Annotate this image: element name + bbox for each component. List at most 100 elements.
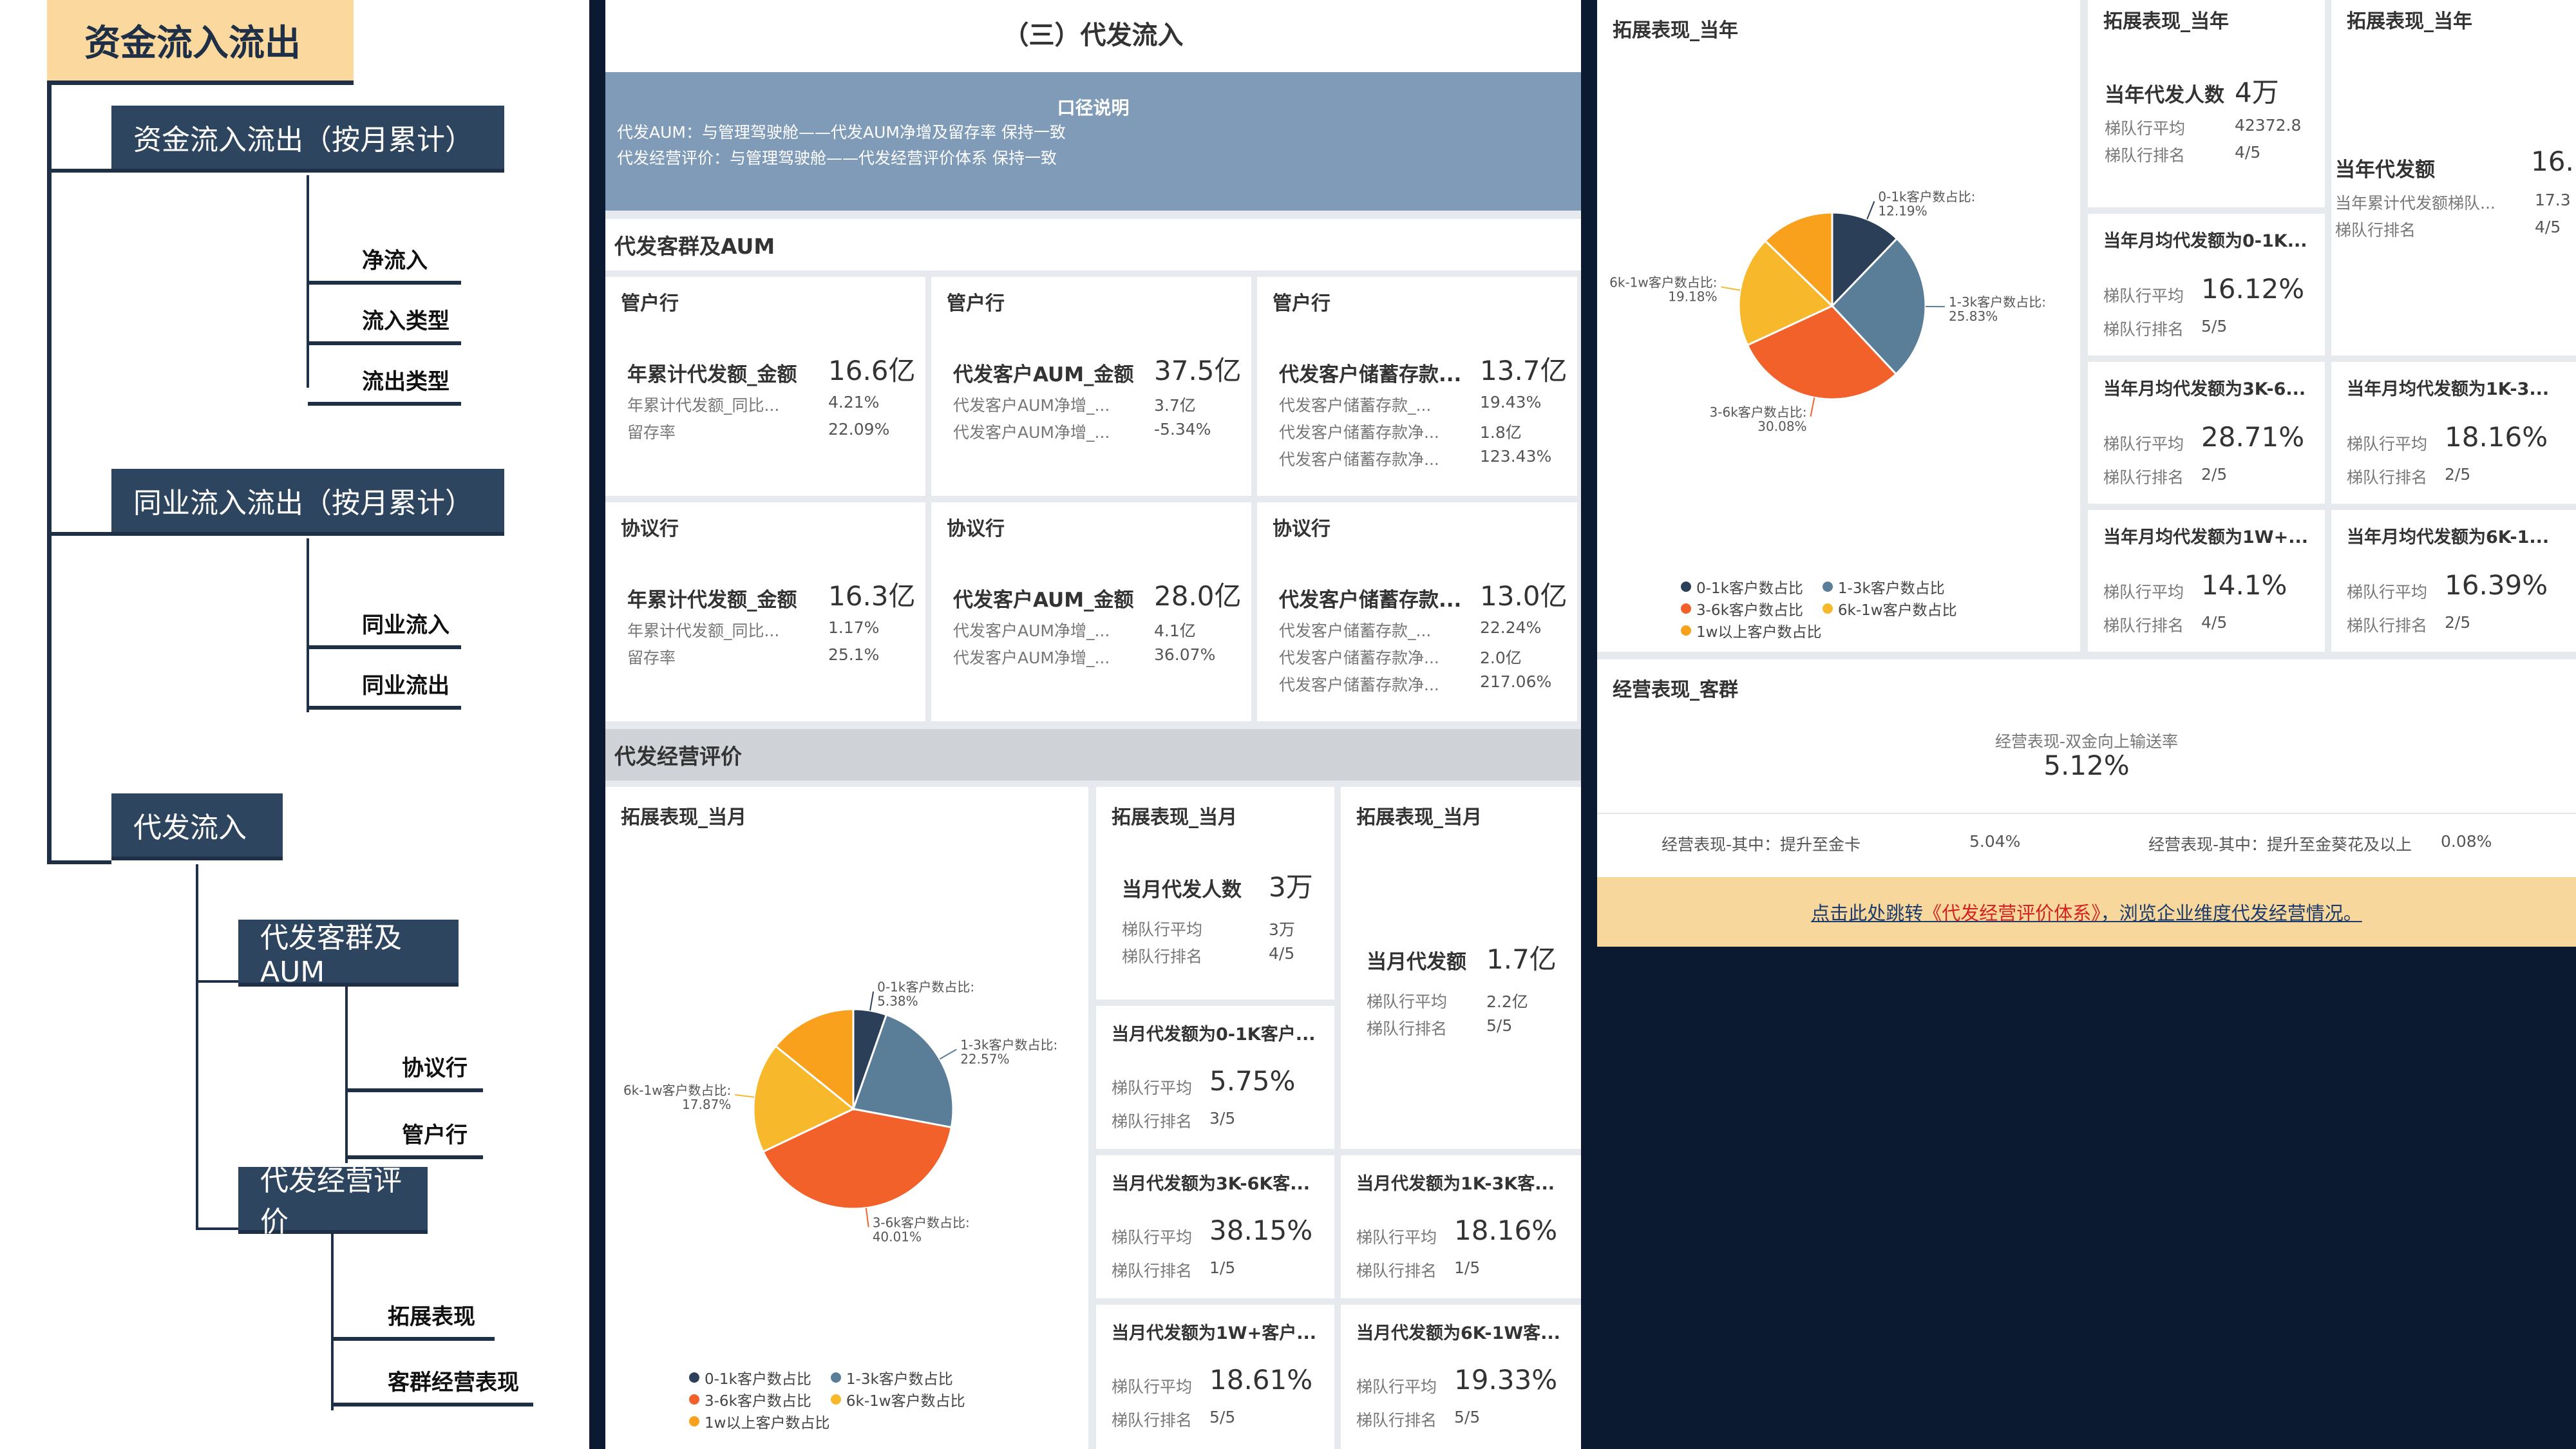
pie-slice[interactable] (1763, 211, 1833, 308)
pie-slice[interactable] (752, 1045, 855, 1153)
tree-node-payroll-aum[interactable]: 代发客群及AUM (238, 920, 459, 989)
avg-value: 42372.8 (2235, 116, 2302, 135)
tree-leaf-custodian-bank[interactable]: 管户行 (348, 1110, 483, 1159)
tree-leaf-customer-ops[interactable]: 客群经营表现 (334, 1358, 533, 1406)
aum-card: 管户行 代发客户AUM_金额 37.5亿 代发客户AUM净增_... 3.7亿 代发客户A… (931, 277, 1251, 496)
card-title: 当月代发额为1W+客户... (1112, 1323, 1316, 1343)
legend-dot (830, 1372, 841, 1383)
avg-label: 梯队行平均 (2103, 435, 2184, 453)
tree-connector (196, 980, 238, 983)
sub-metric-label: 年累计代发额_同比... (627, 621, 780, 640)
avg-label: 梯队行平均 (1112, 1079, 1193, 1097)
card-title: 经营表现_客群 (1613, 679, 1738, 701)
pie-data-label: 1-3k客户数占比: 22.57% (960, 1037, 1057, 1066)
card-title: 拓展表现_当年 (2347, 10, 2472, 33)
legend-item[interactable]: 6k-1w客户数占比 (830, 1388, 965, 1410)
pie-data-label: 3-6k客户数占比: 30.08% (1710, 404, 1807, 434)
metric-value: 18.61% (1209, 1364, 1313, 1396)
card-title: 当年月均代发额为1K-3... (2347, 379, 2550, 399)
sub-metric-value: 217.06% (1480, 672, 1552, 691)
tree-leaf-outflow-type[interactable]: 流出类型 (308, 357, 461, 406)
jump-link[interactable]: 点击此处跳转《代发经营评价体系》，浏览企业维度代发经营情况。 (1811, 898, 2362, 925)
sub-metric-value: 2.0亿 (1480, 649, 1522, 667)
pie-label-leader (1721, 286, 1741, 291)
legend-item[interactable]: 1-3k客户数占比 (1822, 576, 1945, 598)
legend-item[interactable]: 1-3k客户数占比 (830, 1367, 953, 1388)
metric-value: 18.16% (2445, 421, 2548, 453)
card-title: 管户行 (947, 292, 1005, 315)
tree-node-flow-monthly[interactable]: 资金流入流出（按月累计） (111, 106, 504, 173)
month-pie-legend: 0-1k客户数占比 1-3k客户数占比 3-6k客户数占比 6k-1w客户数占比 1… (689, 1367, 1050, 1432)
metric-value: 28.71% (2201, 421, 2305, 453)
card-title: 当年月均代发额为6K-1... (2347, 527, 2550, 547)
tree-connector (47, 532, 111, 536)
legend-item[interactable]: 6k-1w客户数占比 (1822, 598, 1957, 620)
rank-value: 5/5 (2201, 317, 2228, 336)
legend-item[interactable]: 3-6k客户数占比 (1681, 598, 1803, 620)
legend-item[interactable]: 1w以上客户数占比 (1681, 620, 1821, 641)
sub-metric-label: 代发客户储蓄存款_... (1279, 396, 1432, 415)
tree-node-payroll-inflow[interactable]: 代发流入 (111, 793, 283, 860)
small-metric-card: 当年月均代发额为3K-6... 梯队行平均 28.71% 梯队行排名 2/5 (2088, 362, 2325, 504)
sub-metric-value: 4.21% (828, 393, 880, 412)
pie-slice[interactable] (1738, 239, 1834, 346)
legend-item[interactable]: 0-1k客户数占比 (1681, 576, 1803, 598)
rank-value: 4/5 (2535, 218, 2561, 236)
tree-node-payroll-eval[interactable]: 代发经营评价 (238, 1164, 428, 1238)
rank-value: 2/5 (2201, 465, 2228, 484)
small-metric-card: 当年月均代发额为6K-1... 梯队行平均 16.39% 梯队行排名 2/5 (2331, 510, 2576, 652)
pie-slice[interactable] (852, 1013, 954, 1129)
tree-node-interbank-monthly[interactable]: 同业流入流出（按月累计） (111, 469, 504, 536)
rank-value: 4/5 (2201, 613, 2228, 632)
legend-item[interactable]: 1w以上客户数占比 (689, 1410, 829, 1432)
card-title: 当年月均代发额为3K-6... (2103, 379, 2306, 399)
month-pie-card: 拓展表现_当月 0-1k客户数占比: 5.38% 1-3k客户数占比: 22.57% 3… (605, 787, 1088, 1449)
card-title: 拓展表现_当年 (2103, 10, 2229, 33)
rank-value: 5/5 (1209, 1408, 1236, 1426)
card-title: 拓展表现_当月 (1112, 806, 1237, 829)
metric-value: 14.1% (2201, 569, 2287, 601)
rank-label: 梯队行排名 (1112, 1262, 1193, 1280)
legend-item[interactable]: 3-6k客户数占比 (689, 1388, 811, 1410)
month-count-card: 拓展表现_当月 当月代发人数 3万 梯队行平均 3万 梯队行排名 4/5 (1096, 787, 1334, 999)
metric-value: 16. (2531, 146, 2574, 177)
pie-slice[interactable] (1831, 211, 1899, 308)
tree-leaf-interbank-in[interactable]: 同业流入 (308, 600, 461, 649)
note-line: 代发AUM：与管理驾驶舱——代发AUM净增及留存率 保持一致 (617, 123, 1066, 142)
sub-metric-label: 年累计代发额_同比... (627, 396, 780, 415)
rank-label: 梯队行排名 (2103, 616, 2184, 635)
sub-metric-value: 19.43% (1480, 393, 1542, 412)
tree-connector (196, 864, 198, 1230)
tree-leaf-interbank-out[interactable]: 同业流出 (308, 661, 461, 710)
pie-slice[interactable] (1746, 305, 1898, 401)
rank-value: 2/5 (2445, 465, 2471, 484)
legend-label: 6k-1w客户数占比 (1837, 602, 1957, 619)
jump-link-text: 《代发经营评价体系》 (1923, 902, 2101, 924)
small-metric-card: 当年月均代发额为0-1K... 梯队行平均 16.12% 梯队行排名 5/5 (2088, 214, 2325, 355)
legend-item[interactable]: 0-1k客户数占比 (689, 1367, 811, 1388)
tree-connector (307, 538, 309, 712)
aum-card: 管户行 年累计代发额_金额 16.6亿 年累计代发额_同比... 4.21% 留存率 22.… (605, 277, 925, 496)
ops-center-label: 经营表现-双金向上输送率 (1994, 732, 2179, 751)
tree-leaf-agreement-bank[interactable]: 协议行 (348, 1043, 483, 1092)
tree-leaf-expansion[interactable]: 拓展表现 (334, 1292, 495, 1341)
note-line: 代发经营评价：与管理驾驶舱——代发经营评价体系 保持一致 (617, 149, 1057, 167)
small-metric-card: 当月代发额为1W+客户... 梯队行平均 18.61% 梯队行排名 5/5 (1096, 1305, 1334, 1449)
pie-data-label: 6k-1w客户数占比: 17.87% (623, 1083, 731, 1112)
avg-label: 梯队行平均 (1122, 920, 1203, 939)
year-amount-card: 拓展表现_当年 当年代发额 16. 当年累计代发额梯队... 17.3 梯队行排… (2331, 0, 2576, 355)
ops-right-value: 0.08% (2441, 832, 2492, 851)
small-metric-card: 当月代发额为6K-1W客... 梯队行平均 19.33% 梯队行排名 5/5 (1341, 1305, 1581, 1449)
avg-label: 梯队行平均 (2103, 583, 2184, 601)
card-title: 当年月均代发额为0-1K... (2103, 231, 2307, 251)
pie-data-label: 6k-1w客户数占比: 19.18% (1609, 275, 1717, 305)
avg-value: 2.2亿 (1486, 992, 1528, 1011)
pie-slice[interactable] (774, 1008, 855, 1112)
pie-slice[interactable] (1830, 237, 1927, 375)
note-title: 口径说明 (1057, 97, 1130, 118)
tree-leaf-inflow-type[interactable]: 流入类型 (308, 296, 461, 345)
definition-note: 口径说明 代发AUM：与管理驾驶舱——代发AUM净增及留存率 保持一致 代发经营… (605, 72, 1581, 211)
tree-leaf-net-inflow[interactable]: 净流入 (308, 236, 461, 285)
legend-label: 3-6k客户数占比 (1696, 602, 1803, 619)
year-pie-chart: 0-1k客户数占比: 12.19% 1-3k客户数占比: 25.83% 3-6k客户数占… (1609, 189, 2046, 434)
